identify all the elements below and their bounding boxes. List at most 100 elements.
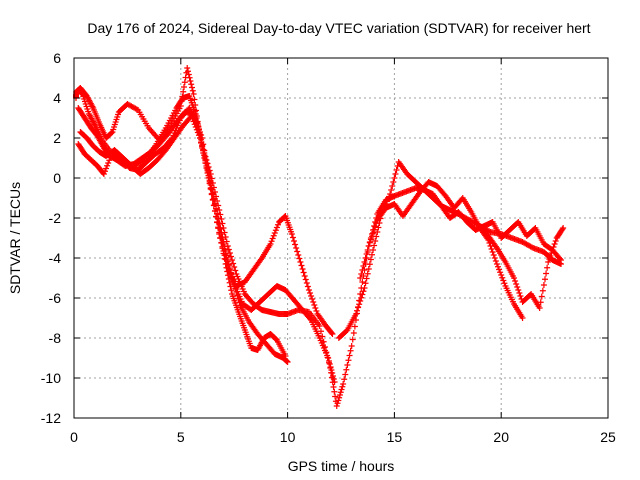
data-point <box>537 299 544 306</box>
data-point <box>193 126 200 133</box>
data-point <box>224 257 231 263</box>
data-point <box>362 255 369 261</box>
data-point <box>558 257 565 263</box>
data-point <box>289 234 296 241</box>
data-point <box>299 266 306 272</box>
data-point <box>177 103 184 109</box>
data-point <box>358 271 365 277</box>
y-tick-label: -6 <box>49 290 62 306</box>
series-track-8 <box>357 179 526 321</box>
data-point <box>297 259 304 265</box>
grid-layer <box>74 58 608 418</box>
data-point <box>186 74 193 81</box>
data-point <box>336 392 343 398</box>
data-point <box>210 202 217 209</box>
data-point <box>536 305 543 311</box>
x-tick-label: 5 <box>177 429 185 445</box>
data-point <box>340 381 347 387</box>
data-point <box>213 213 220 220</box>
data-point <box>332 393 339 400</box>
data-point <box>282 353 289 359</box>
x-axis-label: GPS time / hours <box>288 458 395 474</box>
data-point <box>485 237 492 243</box>
data-point <box>358 294 365 301</box>
data-point <box>224 268 231 275</box>
data-point <box>103 165 110 172</box>
data-point <box>188 113 195 119</box>
data-point <box>389 183 396 189</box>
data-point <box>344 362 351 368</box>
series-track-4 <box>75 105 291 365</box>
data-point <box>267 241 274 247</box>
data-point <box>310 299 317 305</box>
data-point <box>303 280 310 286</box>
data-point <box>205 175 212 181</box>
data-point <box>331 388 338 395</box>
data-point <box>342 371 349 378</box>
data-point <box>551 241 558 247</box>
data-point <box>375 224 382 231</box>
data-point <box>371 242 378 249</box>
data-point <box>308 293 315 299</box>
y-tick-label: 0 <box>53 170 61 186</box>
data-point <box>225 272 232 279</box>
data-point <box>300 269 307 276</box>
data-point <box>349 336 356 343</box>
data-point <box>363 275 370 282</box>
data-point <box>284 359 291 365</box>
data-point <box>357 298 364 304</box>
data-point <box>515 287 522 293</box>
data-point <box>365 243 372 249</box>
y-axis-ticks: -12 -10 -8 -6 -4 -2 0 2 4 6 <box>41 50 608 426</box>
data-point <box>370 247 377 253</box>
data-point <box>360 263 367 269</box>
data-point <box>192 102 199 108</box>
data-point <box>341 376 348 383</box>
data-point <box>511 275 518 281</box>
data-point <box>490 252 497 258</box>
data-point <box>360 288 367 295</box>
data-point <box>519 315 526 321</box>
data-point <box>232 285 239 292</box>
data-point <box>393 167 400 173</box>
data-point <box>539 287 546 294</box>
data-point <box>181 84 188 90</box>
data-point <box>199 145 206 151</box>
data-point <box>101 168 108 175</box>
data-point <box>302 276 309 283</box>
data-point <box>223 264 230 271</box>
data-point <box>338 386 345 393</box>
data-point <box>198 140 205 146</box>
data-point <box>288 231 295 237</box>
data-point <box>373 220 380 227</box>
data-point <box>216 229 223 236</box>
data-point <box>217 234 224 241</box>
data-point <box>366 261 373 268</box>
data-point <box>187 78 194 84</box>
data-point <box>362 280 369 287</box>
data-point <box>223 252 230 259</box>
data-point <box>216 207 223 213</box>
data-point <box>206 180 213 187</box>
data-point <box>514 284 521 290</box>
data-point <box>200 150 207 156</box>
data-point <box>540 282 547 288</box>
data-point <box>559 226 566 233</box>
data-point <box>189 84 196 91</box>
data-point <box>188 81 195 88</box>
data-point <box>348 343 355 349</box>
data-point <box>191 121 198 128</box>
data-point <box>491 255 498 261</box>
data-point <box>214 219 221 225</box>
data-point <box>307 315 314 322</box>
data-point <box>210 196 217 203</box>
data-point <box>190 91 197 97</box>
data-point <box>560 225 567 231</box>
data-point <box>204 170 211 176</box>
series-track-7 <box>476 223 567 311</box>
data-point <box>355 304 362 311</box>
data-point <box>356 301 363 308</box>
data-point <box>189 87 196 94</box>
data-point <box>368 251 375 258</box>
